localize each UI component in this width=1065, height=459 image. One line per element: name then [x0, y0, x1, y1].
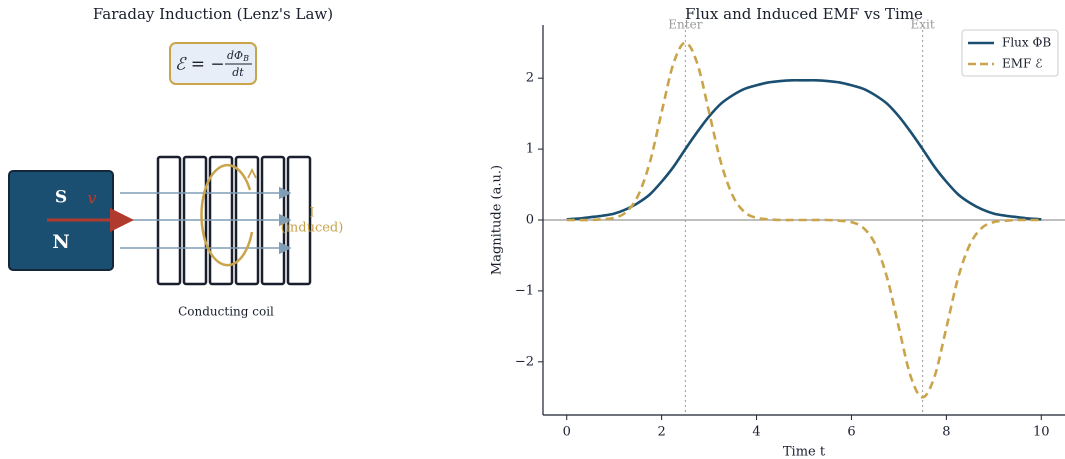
x-axis-label: Time t	[783, 445, 826, 459]
y-tick-label: 0	[526, 213, 534, 228]
y-tick-label: −1	[515, 283, 534, 298]
coil-label: Conducting coil	[178, 305, 274, 319]
y-tick-label: −2	[515, 354, 534, 369]
current-note: (induced)	[281, 221, 344, 236]
diagram: Faraday Induction (Lenz's Law) ℰ = − dΦB…	[8, 5, 344, 319]
x-tick-label: 6	[847, 425, 855, 440]
diagram-title: Faraday Induction (Lenz's Law)	[93, 5, 333, 23]
current-arrow	[247, 167, 257, 179]
formula-lhs: ℰ = −	[175, 55, 225, 75]
current-symbol: I	[309, 206, 314, 221]
series-line	[566, 78, 1042, 221]
legend-label: Flux ΦB	[1002, 36, 1051, 50]
south-pole: S	[55, 188, 67, 208]
x-tick-label: 10	[1033, 425, 1050, 440]
chart-title: Flux and Induced EMF vs Time	[685, 5, 923, 23]
annotation-label: Enter	[668, 18, 702, 32]
formula-numerator: dΦB	[227, 49, 249, 63]
formula-box	[169, 42, 257, 85]
x-tick-label: 0	[563, 425, 571, 440]
y-tick-label: 1	[526, 142, 534, 157]
velocity-label: v	[87, 189, 96, 208]
x-tick-label: 4	[752, 425, 760, 440]
y-tick-label: 2	[526, 71, 534, 86]
current-loop	[200, 163, 254, 267]
x-tick-label: 2	[657, 425, 665, 440]
x-tick-label: 8	[942, 425, 950, 440]
y-axis-label: Magnitude (a.u.)	[490, 165, 505, 275]
series-line	[566, 41, 1042, 399]
legend-label: EMF ℰ	[1002, 57, 1042, 71]
annotation-label: Exit	[911, 18, 935, 32]
formula-denominator: dt	[232, 66, 244, 79]
north-pole: N	[52, 231, 69, 253]
